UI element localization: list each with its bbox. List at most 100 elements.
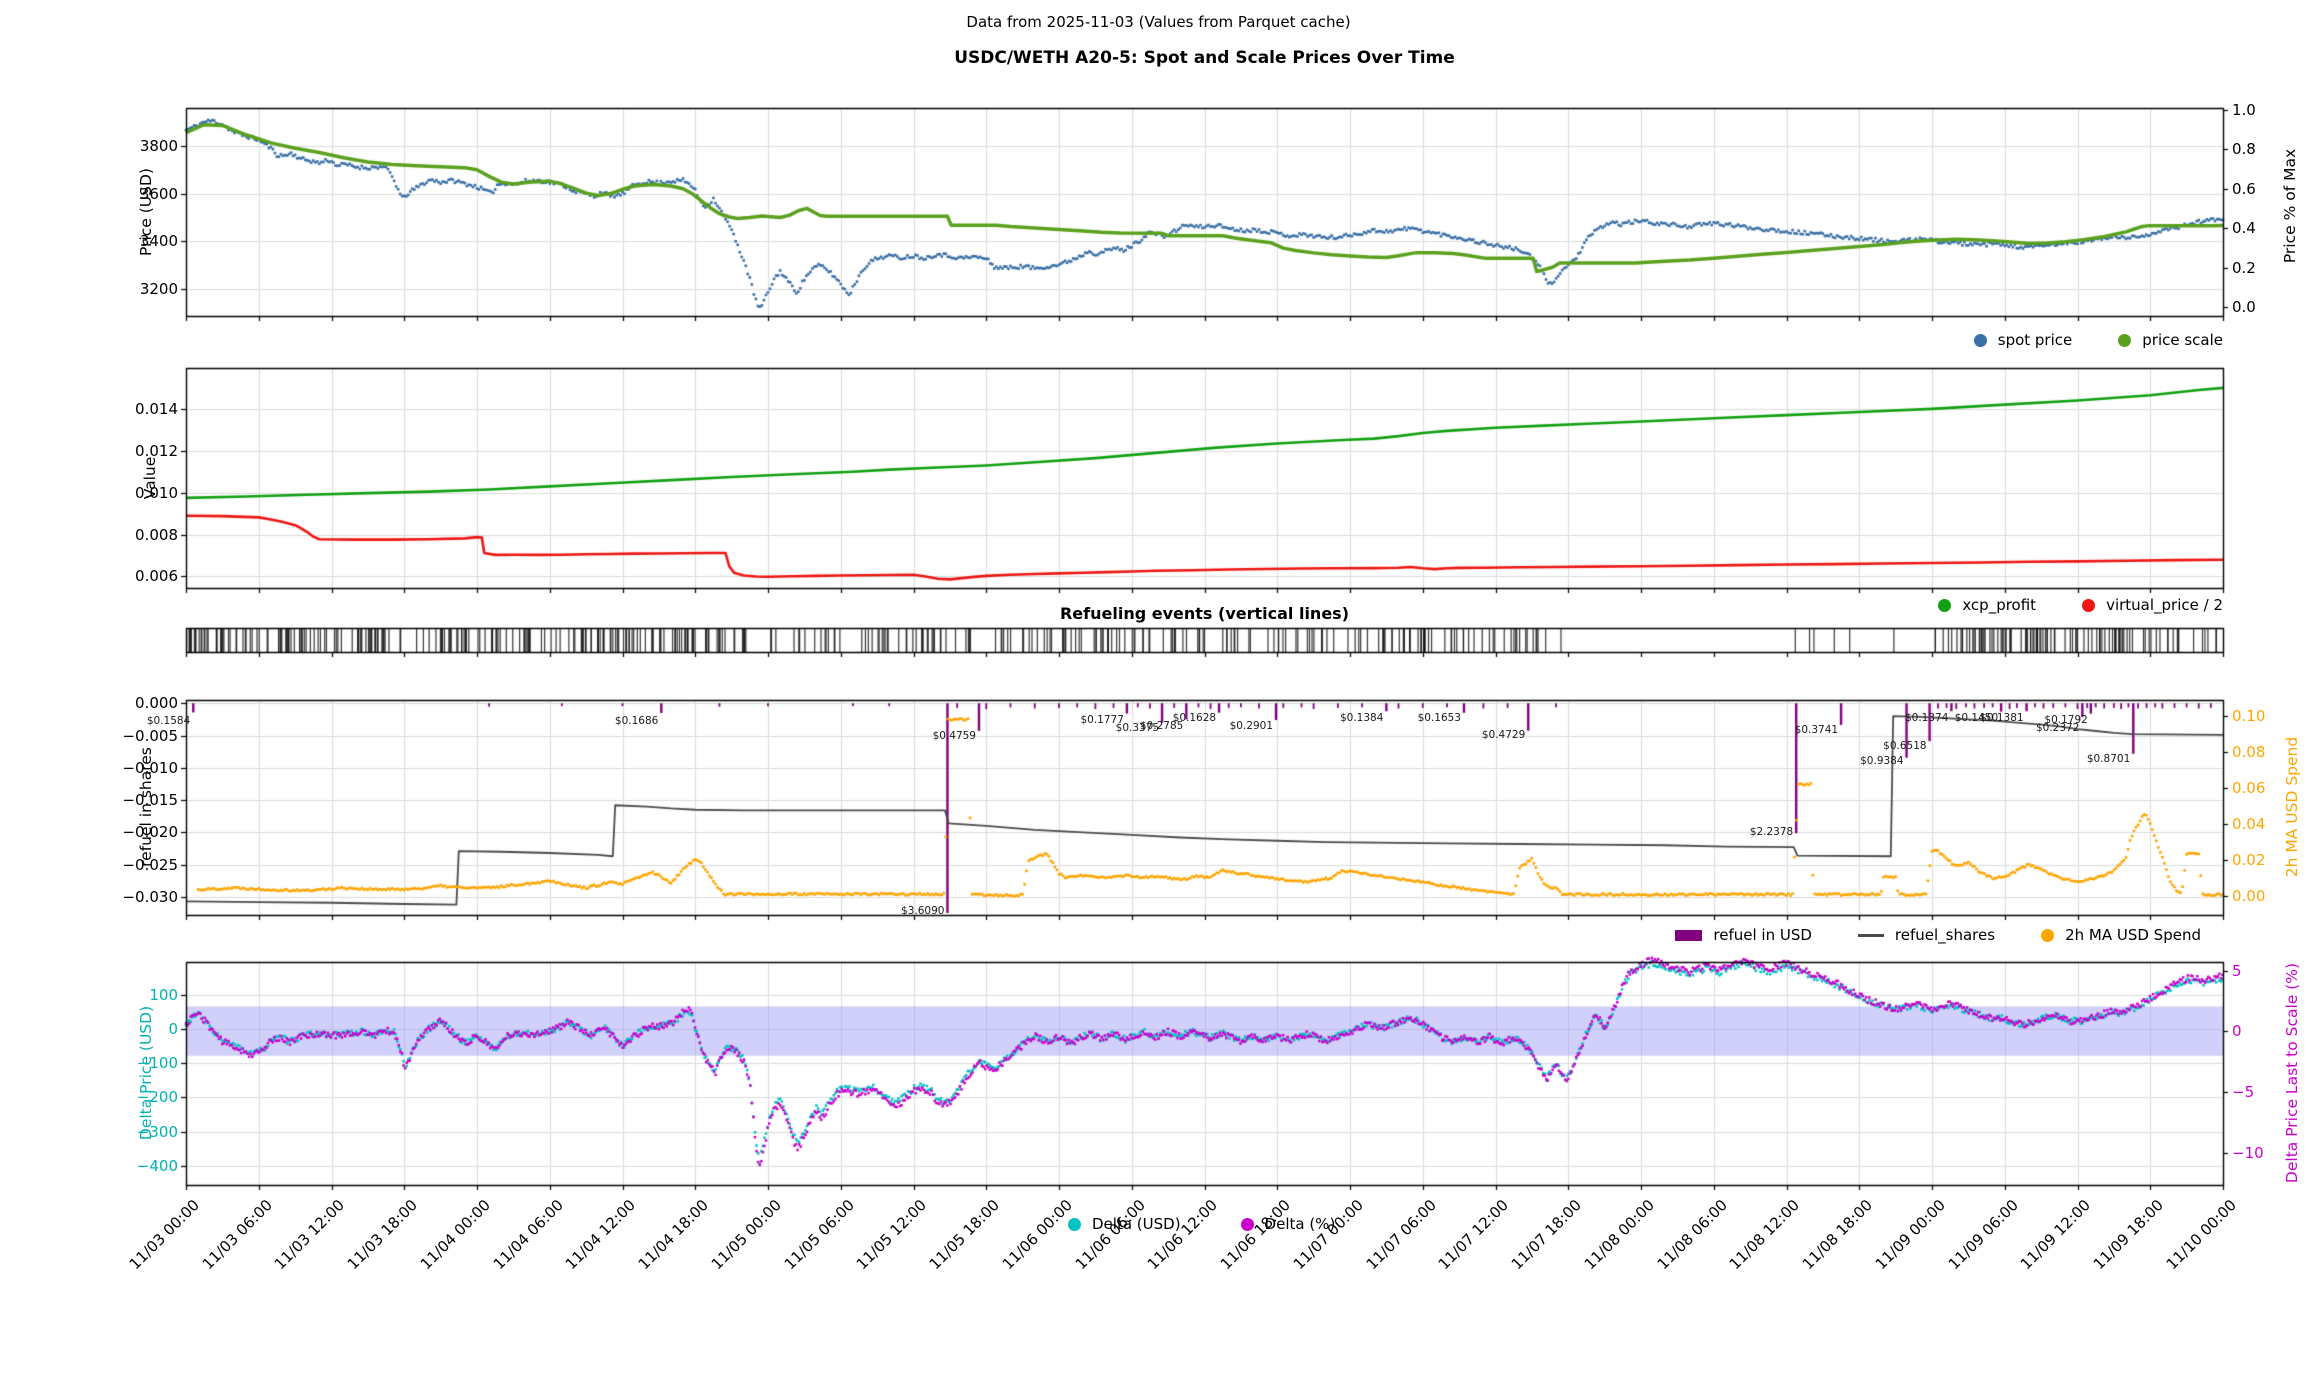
y-tick-label: −0.015 — [122, 791, 178, 810]
legend-item: refuel_shares — [1857, 926, 1996, 944]
refuel-annotation: $0.1653 — [1417, 712, 1461, 724]
y-tick-label: −300 — [136, 1122, 178, 1141]
y-tick-label: 0.06 — [2232, 778, 2266, 797]
price-scale-marker-icon — [2118, 333, 2132, 347]
refuel-annotation: $0.1450 — [1954, 712, 1999, 724]
legend-label: 2h MA USD Spend — [2065, 926, 2201, 944]
refuel-annotation: $0.1686 — [614, 715, 659, 727]
y-tick-label: 0.008 — [135, 525, 178, 544]
legend-item: Delta (USD) — [1068, 1215, 1181, 1233]
y-tick-label: 5 — [2232, 961, 2242, 980]
refuel-annotation: $0.1628 — [1172, 712, 1217, 724]
panel1-title: USDC/WETH A20-5: Spot and Scale Prices O… — [954, 48, 1455, 68]
y-tick-label: 0 — [168, 1020, 178, 1039]
y-tick-label: −5 — [2232, 1083, 2255, 1102]
refuel-annotation: $3.6090 — [901, 905, 945, 917]
y-tick-label: 0.8 — [2232, 140, 2256, 159]
refuel-annotation: $0.1384 — [1339, 712, 1384, 724]
y-tick-label: 0 — [2232, 1022, 2242, 1041]
refuel-annotation: $0.1792 — [2044, 714, 2088, 726]
panel3-title: Refueling events (vertical lines) — [1059, 604, 1350, 623]
y-tick-label: 3400 — [139, 232, 178, 251]
legend-label: refuel_shares — [1894, 926, 1996, 944]
legend-item: 2h MA USD Spend — [2041, 926, 2201, 944]
y-tick-label: 0.2 — [2232, 258, 2256, 277]
refuel-annotation: $2.2378 — [1749, 826, 1794, 838]
refuel-shares-marker-icon — [1857, 933, 1884, 937]
panel1-legend: spot price price scale — [1973, 331, 2223, 349]
y-tick-label: −100 — [136, 1054, 178, 1073]
y-tick-label: 0.000 — [135, 694, 178, 713]
y-tick-label: −0.020 — [122, 823, 178, 842]
y-tick-label: 0.4 — [2232, 219, 2256, 238]
y-tick-label: 0.00 — [2232, 886, 2266, 905]
refuel-annotation: $0.4759 — [932, 730, 976, 742]
y-tick-label: 0.08 — [2232, 742, 2266, 761]
legend-item: refuel in USD — [1675, 926, 1812, 944]
y-tick-label: 3800 — [139, 136, 178, 155]
refuel-annotation: $0.6518 — [1883, 740, 1927, 752]
refuel-annotation: $0.1777 — [1080, 714, 1124, 726]
virtual-price-2-marker-icon — [2082, 598, 2096, 612]
y-tick-label: 0.6 — [2232, 179, 2256, 198]
y-tick-label: 0.010 — [135, 483, 178, 502]
xcp-profit-marker-icon — [1938, 598, 1952, 612]
legend-label: virtual_price / 2 — [2106, 596, 2223, 614]
refuel-annotation: $0.3741 — [1794, 724, 1839, 736]
y-tick-label: 0.014 — [135, 399, 178, 418]
spot-price-marker-icon — [1973, 333, 1987, 347]
refuel-in-usd-marker-icon — [1675, 929, 1703, 941]
panel2-legend: xcp_profit virtual_price / 2 — [1938, 596, 2223, 614]
y-tick-label: 0.006 — [135, 567, 178, 586]
y-tick-label: 0.012 — [135, 441, 178, 460]
legend-label: refuel in USD — [1713, 926, 1812, 944]
y-tick-label: 3600 — [139, 184, 178, 203]
y-tick-label: 100 — [149, 985, 178, 1004]
y-tick-label: 0.02 — [2232, 850, 2266, 869]
legend-label: Delta (USD) — [1092, 1215, 1181, 1233]
panel4-legend: refuel in USD refuel_shares 2h MA USD Spen… — [1675, 926, 2201, 944]
refuel-annotation: $0.1381 — [1980, 712, 2024, 724]
y-tick-label: 0.10 — [2232, 707, 2266, 725]
legend-label: spot price — [1997, 331, 2073, 349]
panel5-ylabel-right: Delta Price Last to Scale (%) — [2283, 962, 2301, 1184]
refuel-annotation: $0.4729 — [1481, 729, 1526, 741]
y-tick-label: 0.04 — [2232, 814, 2266, 833]
refuel-annotation: $0.2785 — [1139, 720, 1184, 732]
legend-label: price scale — [2142, 331, 2223, 349]
figure-suptitle: Data from 2025-11-03 (Values from Parque… — [966, 13, 1351, 31]
legend-item: spot price — [1973, 331, 2073, 349]
delta--marker-icon — [1240, 1217, 1254, 1231]
refuel-annotation: $0.1584 — [146, 715, 191, 727]
panel5-legend: Delta (USD) Delta (%) — [1068, 1215, 1335, 1233]
refuel-annotation: $0.2372 — [2035, 722, 2080, 734]
y-tick-label: −0.030 — [122, 887, 178, 906]
y-tick-label: −0.010 — [122, 758, 178, 777]
y-tick-label: −0.025 — [122, 855, 178, 874]
panel1-ylabel-right: Price % of Max — [2281, 148, 2299, 264]
y-tick-label: 0.0 — [2232, 298, 2256, 316]
legend-label: Delta (%) — [1264, 1215, 1336, 1233]
delta-usd--marker-icon — [1068, 1217, 1081, 1231]
refuel-annotation: $0.8701 — [2086, 753, 2131, 765]
y-tick-label: −0.005 — [122, 726, 178, 745]
legend-item: price scale — [2118, 331, 2223, 349]
y-tick-label: 3200 — [139, 280, 178, 299]
refuel-annotation: $0.2901 — [1229, 720, 1274, 732]
y-tick-label: −200 — [136, 1088, 178, 1107]
2h-ma-usd-spend-marker-icon — [2041, 928, 2055, 942]
y-tick-label: −10 — [2232, 1144, 2264, 1163]
legend-item: xcp_profit — [1938, 596, 2036, 614]
panel5-ylabel-left: Delta Price (USD) — [137, 1005, 155, 1141]
panel4-ylabel-right: 2h MA USD Spend — [2283, 736, 2301, 878]
legend-label: xcp_profit — [1962, 596, 2037, 614]
refuel-annotation: $0.9384 — [1860, 755, 1904, 767]
refuel-annotation: $0.3375 — [1115, 722, 1160, 734]
refuel-annotation: $0.1374 — [1904, 712, 1949, 724]
y-tick-label: −400 — [136, 1156, 178, 1175]
legend-item: virtual_price / 2 — [2082, 596, 2223, 614]
legend-item: Delta (%) — [1240, 1215, 1336, 1233]
y-tick-label: 1.0 — [2232, 101, 2256, 119]
